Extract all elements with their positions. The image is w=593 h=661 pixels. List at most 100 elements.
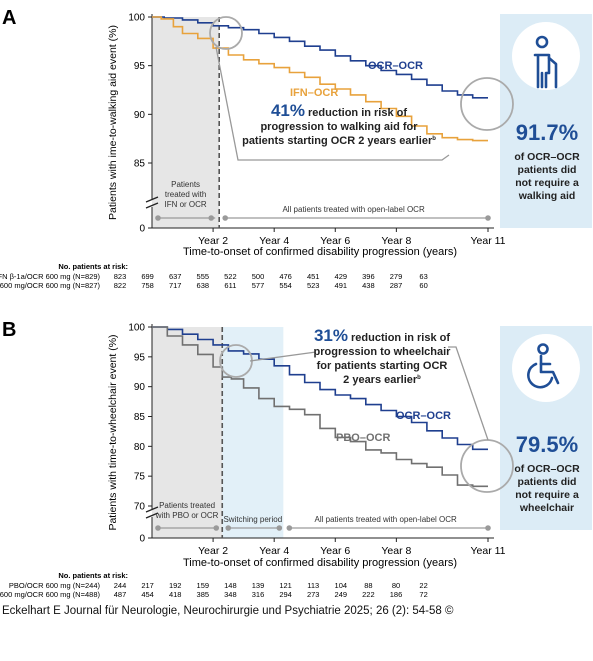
y-axis-label: Patients with ime-to-walking aid event (… [107,25,119,220]
risk-cell: 758 [141,281,154,290]
y-tick-label-zero: 0 [139,224,145,235]
period-left-text: treated with [165,190,206,199]
y-tick-label: 80 [134,442,146,453]
risk-cell: 555 [197,272,210,281]
axis-break-mark [145,196,159,209]
risk-cell: 60 [419,281,427,290]
period-dot [222,215,228,221]
risk-cell: 487 [114,590,127,599]
risk-cell: 273 [307,590,320,599]
panel-a-annotations: 41% reduction in risk of progression to w… [209,16,514,161]
risk-cell: 385 [197,590,210,599]
risk-cell: 491 [335,281,348,290]
big-text-line: not require a [515,177,579,189]
x-tick-label: Year 2 [198,235,228,247]
callout-connector-right [448,346,489,441]
y-tick-label: 85 [134,412,146,423]
reduction-annotation: 41% reduction in risk of progression to w… [242,101,436,147]
risk-cell: 287 [390,281,403,290]
y-tick-label: 90 [134,382,146,393]
wheelchair-icon [527,343,560,389]
risk-cell: 451 [307,272,320,281]
panel-a-label: A [2,7,16,29]
big-text-line: walking aid [518,190,576,202]
highlight-circle-year2 [209,16,243,50]
risk-cell: 717 [169,281,182,290]
period-dot [485,215,491,221]
period-dot [155,525,161,531]
risk-cell: 139 [252,581,265,590]
risk-cell: 186 [390,590,403,599]
highlight-circle-end [460,77,514,131]
period-dot [213,525,220,531]
risk-cell: 418 [169,590,182,599]
risk-cell: 429 [335,272,348,281]
x-tick-label: Year 11 [470,235,505,247]
risk-cell: 63 [419,272,427,281]
period-mid-text: Switching period [223,515,282,524]
risk-cell: 554 [279,281,292,290]
period-dot [225,525,232,531]
big-text-line: patients did [518,476,577,488]
series-label-pbo-ocr: PBO–OCR [336,432,390,444]
y-tick-label-zero: 0 [139,534,145,545]
panel-b-curves: OCR–OCR PBO–OCR [152,326,488,488]
x-tick-label: Year 8 [381,545,411,557]
highlight-circle-end [460,439,514,493]
panel-a-shade-initial [152,17,220,228]
risk-cell: 279 [390,272,403,281]
big-text-line: patients did [518,164,577,176]
y-tick-label: 85 [134,159,146,170]
panel-a-big-pct: 91.7% [516,120,578,145]
panel-b-annotations: 31% reduction in risk of progression to w… [219,326,514,493]
panel-a-risk-table: No. patients at risk:IFN β-1a/OCR 600 mg… [0,262,428,290]
panel-b-shade-initial [152,327,223,538]
risk-row-label: OCR 600 mg/OCR 600 mg (N=827) [0,281,100,290]
big-text-line: wheelchair [519,502,574,514]
y-tick-label: 70 [134,502,146,513]
x-tick-label: Year 6 [320,235,350,247]
x-tick-label: Year 2 [198,545,228,557]
panel-a-axes: 85 90 95 100 0 Patients with ime-to-walking a… [107,13,506,259]
risk-cell: 637 [169,272,182,281]
y-tick-label: 100 [128,13,145,24]
figure-caption: Eckelhart E Journal für Neurologie, Neur… [2,605,454,617]
risk-row-label: OCR 600 mg/OCR 600 mg (N=488) [0,590,100,599]
risk-cell: 522 [224,272,237,281]
y-tick-label: 95 [134,352,146,363]
risk-cell: 244 [114,581,127,590]
x-axis-label: Time-to-onset of confirmed disability pr… [183,246,457,258]
risk-row-label: PBO/OCR 600 mg (N=244) [9,581,101,590]
risk-table-header: No. patients at risk: [58,262,128,271]
risk-cell: 822 [114,281,127,290]
risk-cell: 72 [419,590,427,599]
period-dot [276,525,283,531]
walking-aid-icon [533,35,558,89]
period-dot [155,215,161,221]
callout-connector [215,46,450,161]
axis-break-mark [145,506,159,519]
callout-connector-left [249,351,317,362]
panel-b-big-pct: 79.5% [516,432,578,457]
risk-cell: 222 [362,590,375,599]
panel-b-label: B [2,319,16,341]
risk-cell: 577 [252,281,265,290]
risk-cell: 476 [279,272,292,281]
risk-cell: 249 [335,590,348,599]
series-line-pbo-ocr [152,326,488,488]
x-tick-label: Year 4 [259,235,289,247]
y-tick-label: 90 [134,110,146,121]
series-label-ocr-ocr: OCR–OCR [396,410,451,422]
period-left-text: with PBO or OCR [155,511,219,520]
risk-cell: 396 [362,272,375,281]
risk-cell: 611 [224,281,236,290]
risk-table-header: No. patients at risk: [58,571,128,580]
risk-cell: 217 [141,581,154,590]
risk-cell: 348 [224,590,237,599]
risk-cell: 148 [224,581,237,590]
risk-cell: 316 [252,590,265,599]
